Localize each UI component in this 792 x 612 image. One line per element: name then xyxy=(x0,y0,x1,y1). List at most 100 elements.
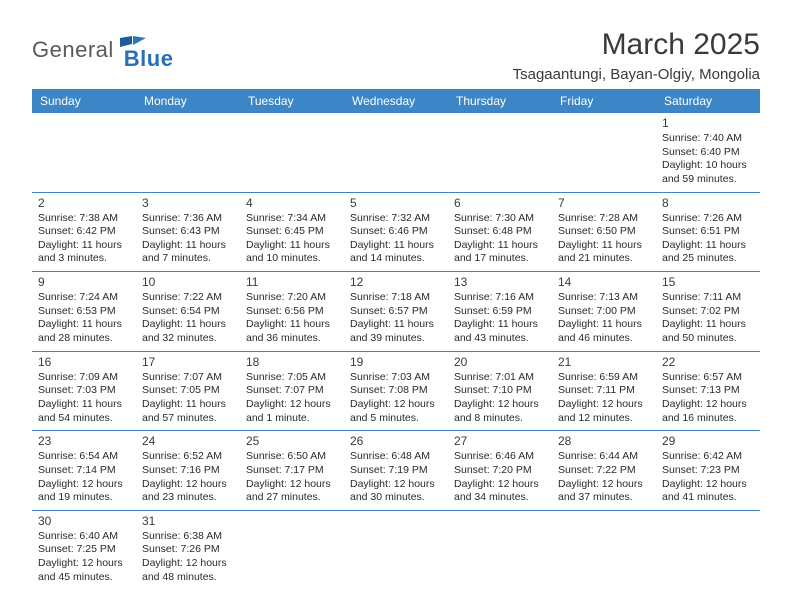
day-info: Sunrise: 7:26 AMSunset: 6:51 PMDaylight:… xyxy=(662,212,754,267)
calendar-empty-cell xyxy=(344,510,448,589)
sunrise-text: Sunrise: 6:48 AM xyxy=(350,450,442,464)
day-number: 1 xyxy=(662,116,754,130)
sunrise-text: Sunrise: 6:44 AM xyxy=(558,450,650,464)
day-info: Sunrise: 7:13 AMSunset: 7:00 PMDaylight:… xyxy=(558,291,650,346)
day-number: 11 xyxy=(246,275,338,289)
calendar-day-cell: 29Sunrise: 6:42 AMSunset: 7:23 PMDayligh… xyxy=(656,431,760,511)
daylight-text: Daylight: 11 hours and 32 minutes. xyxy=(142,318,234,345)
daylight-text: Daylight: 12 hours and 27 minutes. xyxy=(246,478,338,505)
day-info: Sunrise: 6:48 AMSunset: 7:19 PMDaylight:… xyxy=(350,450,442,505)
sunrise-text: Sunrise: 6:59 AM xyxy=(558,371,650,385)
daylight-text: Daylight: 11 hours and 21 minutes. xyxy=(558,239,650,266)
calendar-day-cell: 27Sunrise: 6:46 AMSunset: 7:20 PMDayligh… xyxy=(448,431,552,511)
day-number: 13 xyxy=(454,275,546,289)
day-info: Sunrise: 7:34 AMSunset: 6:45 PMDaylight:… xyxy=(246,212,338,267)
weekday-header: Monday xyxy=(136,89,240,113)
calendar-week-row: 2Sunrise: 7:38 AMSunset: 6:42 PMDaylight… xyxy=(32,192,760,272)
day-info: Sunrise: 7:09 AMSunset: 7:03 PMDaylight:… xyxy=(38,371,130,426)
day-number: 29 xyxy=(662,434,754,448)
day-number: 7 xyxy=(558,196,650,210)
calendar-day-cell: 25Sunrise: 6:50 AMSunset: 7:17 PMDayligh… xyxy=(240,431,344,511)
day-info: Sunrise: 6:44 AMSunset: 7:22 PMDaylight:… xyxy=(558,450,650,505)
daylight-text: Daylight: 11 hours and 17 minutes. xyxy=(454,239,546,266)
daylight-text: Daylight: 11 hours and 3 minutes. xyxy=(38,239,130,266)
sunset-text: Sunset: 7:19 PM xyxy=(350,464,442,478)
day-number: 18 xyxy=(246,355,338,369)
calendar-day-cell: 30 Sunrise: 6:40 AMSunset: 7:25 PMDayligh… xyxy=(32,510,136,589)
calendar-day-cell: 21 Sunrise: 6:59 AMSunset: 7:11 PMDayligh… xyxy=(552,351,656,431)
day-number: 5 xyxy=(350,196,442,210)
day-number: 6 xyxy=(454,196,546,210)
logo-text-general: General xyxy=(32,37,114,63)
calendar-week-row: 16Sunrise: 7:09 AMSunset: 7:03 PMDayligh… xyxy=(32,351,760,431)
sunrise-text: Sunrise: 7:07 AM xyxy=(142,371,234,385)
calendar-empty-cell xyxy=(448,510,552,589)
day-number: 22 xyxy=(662,355,754,369)
calendar-day-cell: 1Sunrise: 7:40 AMSunset: 6:40 PMDaylight… xyxy=(656,113,760,192)
daylight-text: Daylight: 12 hours and 45 minutes. xyxy=(38,557,130,584)
daylight-text: Daylight: 12 hours and 8 minutes. xyxy=(454,398,546,425)
sunrise-text: Sunrise: 7:24 AM xyxy=(38,291,130,305)
calendar-body: 1Sunrise: 7:40 AMSunset: 6:40 PMDaylight… xyxy=(32,113,760,589)
calendar-day-cell: 17Sunrise: 7:07 AMSunset: 7:05 PMDayligh… xyxy=(136,351,240,431)
day-info: Sunrise: 6:54 AMSunset: 7:14 PMDaylight:… xyxy=(38,450,130,505)
daylight-text: Daylight: 11 hours and 39 minutes. xyxy=(350,318,442,345)
logo: General Blue xyxy=(32,28,173,72)
weekday-header: Thursday xyxy=(448,89,552,113)
sunrise-text: Sunrise: 7:32 AM xyxy=(350,212,442,226)
calendar-day-cell: 16Sunrise: 7:09 AMSunset: 7:03 PMDayligh… xyxy=(32,351,136,431)
sunset-text: Sunset: 7:10 PM xyxy=(454,384,546,398)
sunset-text: Sunset: 7:07 PM xyxy=(246,384,338,398)
sunrise-text: Sunrise: 7:01 AM xyxy=(454,371,546,385)
day-info: Sunrise: 7:36 AMSunset: 6:43 PMDaylight:… xyxy=(142,212,234,267)
day-number: 27 xyxy=(454,434,546,448)
calendar-empty-cell xyxy=(136,113,240,192)
calendar-day-cell: 9Sunrise: 7:24 AMSunset: 6:53 PMDaylight… xyxy=(32,272,136,352)
day-number: 4 xyxy=(246,196,338,210)
calendar-empty-cell xyxy=(552,510,656,589)
day-info: Sunrise: 7:38 AMSunset: 6:42 PMDaylight:… xyxy=(38,212,130,267)
daylight-text: Daylight: 12 hours and 16 minutes. xyxy=(662,398,754,425)
sunset-text: Sunset: 7:25 PM xyxy=(38,543,130,557)
day-number: 3 xyxy=(142,196,234,210)
daylight-text: Daylight: 12 hours and 12 minutes. xyxy=(558,398,650,425)
day-info: Sunrise: 7:03 AMSunset: 7:08 PMDaylight:… xyxy=(350,371,442,426)
calendar-day-cell: 31Sunrise: 6:38 AMSunset: 7:26 PMDayligh… xyxy=(136,510,240,589)
sunrise-text: Sunrise: 7:28 AM xyxy=(558,212,650,226)
sunset-text: Sunset: 6:45 PM xyxy=(246,225,338,239)
calendar-day-cell: 3 Sunrise: 7:36 AMSunset: 6:43 PMDaylight… xyxy=(136,192,240,272)
daylight-text: Daylight: 12 hours and 5 minutes. xyxy=(350,398,442,425)
daylight-text: Daylight: 11 hours and 43 minutes. xyxy=(454,318,546,345)
sunrise-text: Sunrise: 7:38 AM xyxy=(38,212,130,226)
sunset-text: Sunset: 7:11 PM xyxy=(558,384,650,398)
calendar-day-cell: 5Sunrise: 7:32 AMSunset: 6:46 PMDaylight… xyxy=(344,192,448,272)
daylight-text: Daylight: 12 hours and 19 minutes. xyxy=(38,478,130,505)
sunrise-text: Sunrise: 7:30 AM xyxy=(454,212,546,226)
sunrise-text: Sunrise: 7:20 AM xyxy=(246,291,338,305)
calendar-day-cell: 28Sunrise: 6:44 AMSunset: 7:22 PMDayligh… xyxy=(552,431,656,511)
daylight-text: Daylight: 11 hours and 10 minutes. xyxy=(246,239,338,266)
sunset-text: Sunset: 6:42 PM xyxy=(38,225,130,239)
calendar-day-cell: 22Sunrise: 6:57 AMSunset: 7:13 PMDayligh… xyxy=(656,351,760,431)
sunrise-text: Sunrise: 7:36 AM xyxy=(142,212,234,226)
title-block: March 2025 Tsagaantungi, Bayan-Olgiy, Mo… xyxy=(513,28,760,83)
daylight-text: Daylight: 11 hours and 57 minutes. xyxy=(142,398,234,425)
day-info: Sunrise: 6:40 AMSunset: 7:25 PMDaylight:… xyxy=(38,530,130,585)
calendar-day-cell: 18Sunrise: 7:05 AMSunset: 7:07 PMDayligh… xyxy=(240,351,344,431)
sunset-text: Sunset: 7:20 PM xyxy=(454,464,546,478)
day-info: Sunrise: 7:20 AMSunset: 6:56 PMDaylight:… xyxy=(246,291,338,346)
sunrise-text: Sunrise: 6:46 AM xyxy=(454,450,546,464)
sunset-text: Sunset: 6:56 PM xyxy=(246,305,338,319)
daylight-text: Daylight: 11 hours and 28 minutes. xyxy=(38,318,130,345)
sunset-text: Sunset: 7:16 PM xyxy=(142,464,234,478)
daylight-text: Daylight: 12 hours and 48 minutes. xyxy=(142,557,234,584)
day-info: Sunrise: 7:28 AMSunset: 6:50 PMDaylight:… xyxy=(558,212,650,267)
day-number: 30 xyxy=(38,514,130,528)
day-number: 25 xyxy=(246,434,338,448)
weekday-header-row: SundayMondayTuesdayWednesdayThursdayFrid… xyxy=(32,89,760,113)
weekday-header: Sunday xyxy=(32,89,136,113)
day-number: 9 xyxy=(38,275,130,289)
weekday-header: Friday xyxy=(552,89,656,113)
sunrise-text: Sunrise: 7:09 AM xyxy=(38,371,130,385)
day-number: 21 xyxy=(558,355,650,369)
